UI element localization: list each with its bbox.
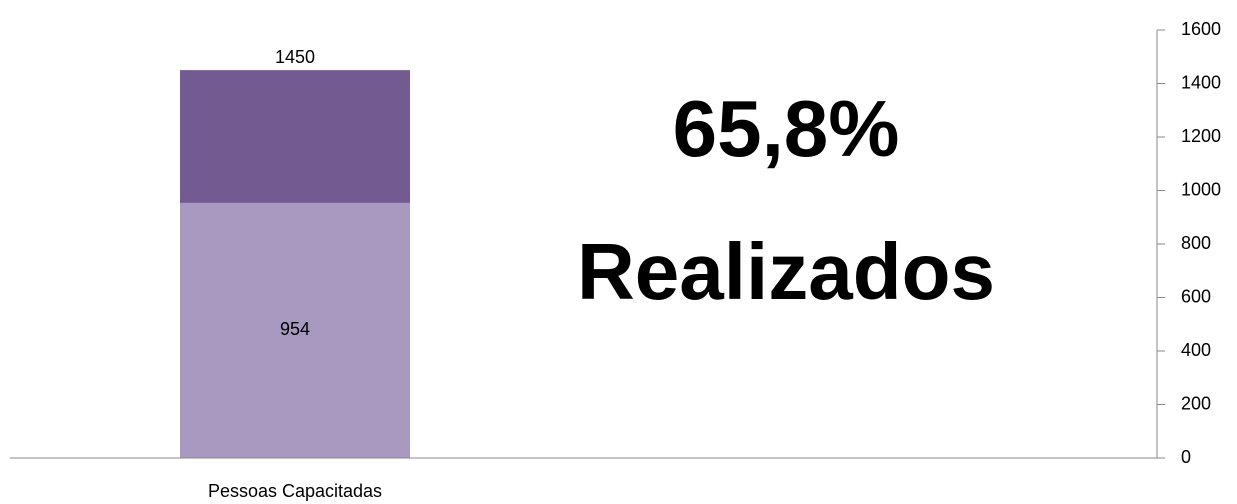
y-tick-label: 400 (1181, 340, 1211, 360)
y-tick-label: 1000 (1181, 179, 1221, 199)
x-tick-label: Pessoas Capacitadas (208, 481, 382, 501)
annotation: 65,8% (673, 84, 900, 173)
data-label: 1450 (275, 47, 315, 67)
y-tick-label: 0 (1181, 447, 1191, 467)
y-tick-label: 200 (1181, 393, 1211, 413)
y-tick-label: 800 (1181, 233, 1211, 253)
y-tick-label: 1200 (1181, 126, 1221, 146)
y-tick-label: 600 (1181, 286, 1211, 306)
bar (180, 202, 410, 458)
annotation: Realizados (577, 227, 995, 316)
y-tick-label: 1600 (1181, 19, 1221, 39)
data-label: 954 (280, 319, 310, 339)
y-tick-label: 1400 (1181, 72, 1221, 92)
